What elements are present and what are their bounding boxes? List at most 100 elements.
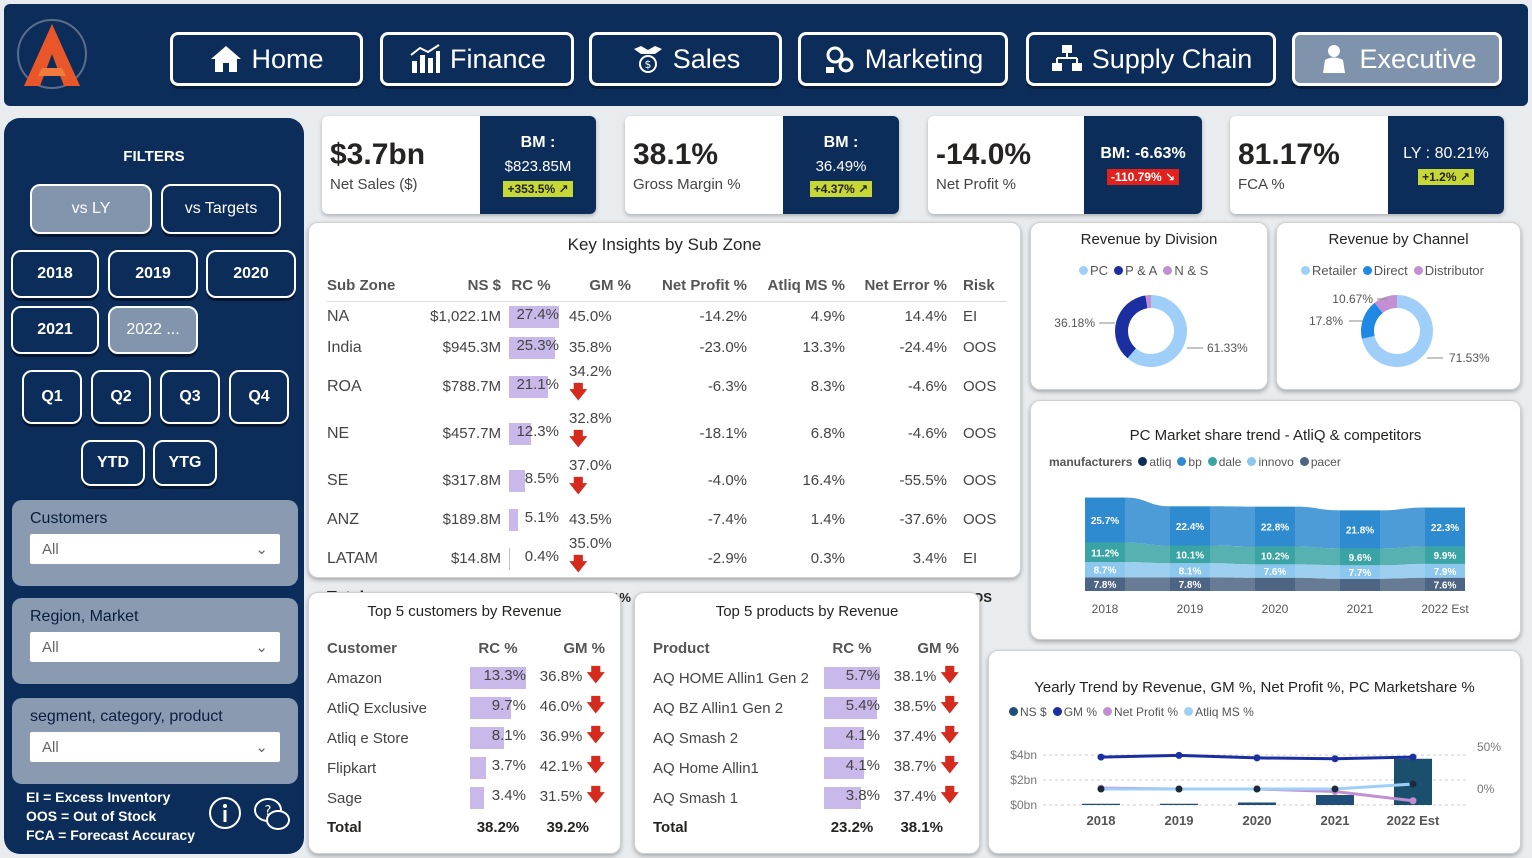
nav-executive-button[interactable]: Executive [1292, 32, 1502, 86]
table-row[interactable]: AQ Smash 1 3.8% 37.4% 🡇 [653, 783, 959, 813]
stack-segment[interactable] [1170, 545, 1210, 564]
series-point[interactable] [1409, 780, 1417, 788]
info-icon[interactable] [208, 796, 242, 830]
quarter-q1-button[interactable]: Q1 [22, 370, 82, 424]
stack-segment[interactable] [1085, 577, 1125, 591]
stack-segment[interactable] [1085, 542, 1125, 563]
col-header-gm[interactable]: GM % [917, 639, 959, 657]
col-header-risk[interactable]: Risk [963, 277, 995, 295]
stack-segment[interactable] [1170, 506, 1210, 546]
legend-item[interactable]: NS $ [1009, 705, 1047, 719]
col-header-ns[interactable]: NS $ [467, 277, 501, 295]
legend-item[interactable]: Retailer [1301, 263, 1357, 278]
region-dropdown[interactable]: All ⌄ [30, 632, 280, 662]
legend-item[interactable]: bp [1177, 455, 1202, 469]
col-header-atliq-ms[interactable]: Atliq MS % [767, 277, 846, 295]
series-point[interactable] [1253, 785, 1261, 793]
stack-segment[interactable] [1085, 497, 1125, 543]
table-row[interactable]: AQ HOME Allin1 Gen 2 5.7% 38.1% 🡇 [653, 663, 959, 693]
year-2019-button[interactable]: 2019 [108, 250, 198, 298]
legend-item[interactable]: innovo [1247, 455, 1294, 469]
col-header-rc[interactable]: RC % [501, 271, 561, 301]
legend-item[interactable]: atliq [1138, 455, 1171, 469]
series-point[interactable] [1331, 755, 1339, 763]
ytg-button[interactable]: YTG [153, 440, 217, 486]
legend-item[interactable]: pacer [1299, 455, 1341, 469]
table-row[interactable]: LATAM $14.8M 0.4% 35.0% 🡇 -2.9% 0.3% 3.4% EI [327, 535, 1007, 582]
quarter-q3-button[interactable]: Q3 [160, 370, 220, 424]
stack-segment[interactable] [1255, 564, 1295, 578]
stack-segment[interactable] [1255, 506, 1295, 547]
series-point[interactable] [1409, 797, 1417, 805]
legend-item[interactable]: Net Profit % [1103, 705, 1178, 719]
table-row[interactable]: ROA $788.7M 21.1% 34.2% 🡇 -6.3% 8.3% -4.6% OOS [327, 363, 1007, 410]
year-2021-button[interactable]: 2021 [11, 306, 99, 354]
series-point[interactable] [1175, 785, 1183, 793]
vs-ly-toggle[interactable]: vs LY [30, 184, 152, 234]
table-row[interactable]: AQ Home Allin1 4.1% 38.7% 🡇 [653, 753, 959, 783]
stack-segment[interactable] [1340, 510, 1380, 549]
customers-dropdown[interactable]: All ⌄ [30, 534, 280, 564]
legend-item[interactable]: dale [1207, 455, 1241, 469]
stack-segment[interactable] [1340, 565, 1380, 579]
stack-segment[interactable] [1340, 578, 1380, 591]
col-header-sub-zone[interactable]: Sub Zone [327, 277, 396, 295]
stack-segment[interactable] [1340, 548, 1380, 566]
series-point[interactable] [1331, 785, 1339, 793]
nav-home-button[interactable]: Home [170, 32, 363, 86]
col-header-gm[interactable]: GM % [563, 639, 605, 657]
nav-marketing-button[interactable]: Marketing [798, 32, 1008, 86]
nav-sales-button[interactable]: $ Sales [589, 32, 782, 86]
table-row[interactable]: India $945.3M 25.3% 35.8% -23.0% 13.3% -24.4% O… [327, 332, 1007, 363]
table-row[interactable]: Flipkart 3.7% 42.1% 🡇 [327, 753, 605, 783]
donut-slice[interactable] [1127, 295, 1187, 367]
legend-item[interactable]: PC [1079, 263, 1108, 278]
stack-segment[interactable] [1255, 546, 1295, 565]
stack-segment[interactable] [1425, 563, 1465, 578]
stack-segment[interactable] [1255, 577, 1295, 591]
col-header-net-error[interactable]: Net Error % [864, 277, 947, 295]
table-row[interactable]: Atliq e Store 8.1% 36.9% 🡇 [327, 723, 605, 753]
donut-slice[interactable] [1361, 295, 1433, 367]
legend-item[interactable]: Distributor [1413, 263, 1484, 278]
stack-segment[interactable] [1425, 507, 1465, 547]
bar-ns[interactable] [1316, 795, 1354, 805]
col-header-product[interactable]: Product [653, 639, 710, 657]
stack-segment[interactable] [1170, 563, 1210, 578]
col-header-customer[interactable]: Customer [327, 639, 398, 657]
quarter-q2-button[interactable]: Q2 [91, 370, 151, 424]
series-point[interactable] [1097, 785, 1105, 793]
ytd-button[interactable]: YTD [81, 440, 145, 486]
col-header-net-profit[interactable]: Net Profit % [661, 277, 747, 295]
table-row[interactable]: ANZ $189.8M 5.1% 43.5% -7.4% 1.4% -37.6% OOS [327, 504, 1007, 535]
stack-segment[interactable] [1085, 562, 1125, 578]
legend-item[interactable]: N & S [1163, 263, 1208, 278]
table-row[interactable]: AQ BZ Allin1 Gen 2 5.4% 38.5% 🡇 [653, 693, 959, 723]
year-2020-button[interactable]: 2020 [206, 250, 296, 298]
series-point[interactable] [1253, 754, 1261, 762]
series-point[interactable] [1409, 753, 1417, 761]
series-point[interactable] [1097, 753, 1105, 761]
stack-segment[interactable] [1170, 577, 1210, 591]
table-row[interactable]: NA $1,022.1M 27.4% 45.0% -14.2% 4.9% 14.4% EI [327, 301, 1007, 332]
table-row[interactable]: Amazon 13.3% 36.8% 🡇 [327, 663, 605, 693]
year-2018-button[interactable]: 2018 [11, 250, 99, 298]
segment-dropdown[interactable]: All ⌄ [30, 732, 280, 762]
col-header-rc[interactable]: RC % [832, 639, 872, 657]
bar-ns[interactable] [1238, 802, 1276, 806]
bar-ns[interactable] [1160, 803, 1198, 805]
col-header-rc[interactable]: RC % [478, 639, 518, 657]
stack-segment[interactable] [1425, 577, 1465, 591]
stack-segment[interactable] [1425, 546, 1465, 564]
nav-finance-button[interactable]: Finance [380, 32, 574, 86]
table-row[interactable]: SE $317.8M 8.5% 37.0% 🡇 -4.0% 16.4% -55.5% OOS [327, 457, 1007, 504]
legend-item[interactable]: Atliq MS % [1184, 705, 1254, 719]
vs-targets-toggle[interactable]: vs Targets [161, 184, 281, 234]
bar-ns[interactable] [1082, 803, 1120, 805]
table-row[interactable]: AQ Smash 2 4.1% 37.4% 🡇 [653, 723, 959, 753]
help-chat-icon[interactable]: ? [252, 794, 292, 834]
donut-slice[interactable] [1145, 295, 1151, 309]
legend-item[interactable]: P & A [1114, 263, 1157, 278]
donut-slice[interactable] [1115, 295, 1148, 359]
legend-item[interactable]: Direct [1362, 263, 1408, 278]
